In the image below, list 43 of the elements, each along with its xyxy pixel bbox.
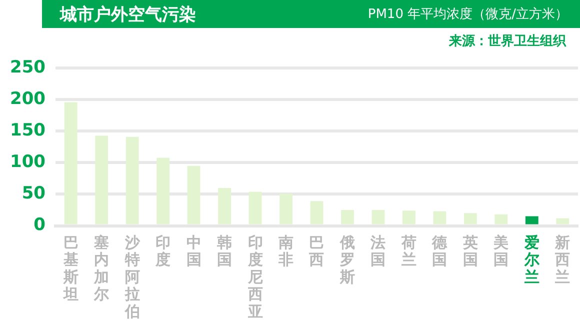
y-tick-label: 50 [22, 184, 46, 204]
x-tick-label: 南非 [278, 233, 294, 269]
bar [126, 136, 139, 224]
x-tick-label: 英国 [462, 233, 478, 269]
chart-subtitle: PM10 年平均浓度（微克/立方米） [368, 6, 568, 23]
x-tick-label: 印度 [154, 233, 171, 269]
x-tick-label: 塞内加尔 [93, 233, 110, 304]
bar [248, 192, 262, 224]
x-tick-label: 爱尔兰 [523, 233, 540, 286]
source-note: 来源：世界卫生组织 [449, 33, 566, 50]
x-tick-label: 中国 [186, 233, 202, 269]
y-tick-label: 250 [10, 58, 46, 78]
x-tick-label: 法国 [370, 233, 386, 269]
y-tick-label: 150 [10, 120, 46, 141]
bar [310, 201, 324, 224]
bar [64, 102, 78, 224]
bar [341, 210, 354, 224]
bar [433, 211, 446, 224]
x-tick-label: 俄罗斯 [338, 233, 355, 286]
x-tick-label: 新西兰 [554, 233, 570, 286]
x-tick-label: 美国 [492, 233, 509, 269]
bar [402, 210, 416, 224]
x-tick-label: 沙特阿拉伯 [124, 233, 141, 320]
bar [525, 216, 538, 224]
bar [95, 136, 108, 224]
bar [372, 210, 385, 224]
x-tick-label: 韩国 [216, 233, 232, 269]
bar [187, 166, 200, 224]
x-tick-label: 德国 [431, 233, 448, 269]
y-tick-label: 200 [10, 89, 46, 110]
bar [464, 213, 477, 224]
bar [156, 158, 170, 224]
x-tick-label: 印度尼西亚 [246, 233, 263, 320]
bar [494, 214, 508, 224]
chart-title: 城市户外空气污染 [60, 4, 196, 26]
bar [280, 194, 292, 224]
bar [556, 218, 570, 224]
x-tick-label: 巴西 [308, 233, 324, 269]
bar [218, 188, 231, 224]
x-tick-label: 荷兰 [400, 233, 416, 269]
y-tick-label: 0 [34, 215, 46, 236]
y-tick-label: 100 [10, 152, 46, 172]
x-tick-label: 巴基斯坦 [62, 233, 78, 304]
